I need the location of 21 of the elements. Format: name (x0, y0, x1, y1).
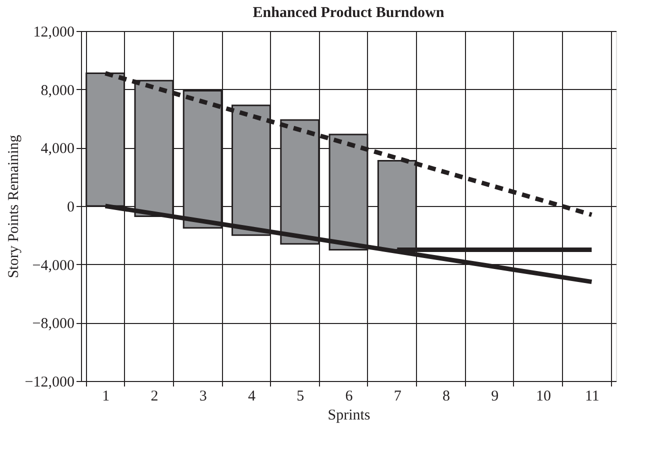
x-tick-label: 6 (345, 388, 354, 404)
x-tick-label: 8 (442, 388, 450, 404)
y-tick-label: −4,000 (32, 258, 74, 274)
chart-title: Enhanced Product Burndown (252, 5, 445, 21)
x-tick-label: 3 (199, 388, 207, 404)
x-tick-label: 1 (102, 388, 110, 404)
x-tick-label: 10 (536, 388, 552, 404)
y-tick-label: 12,000 (33, 24, 74, 40)
x-tick-label: 9 (491, 388, 499, 404)
x-axis-title: Sprints (328, 408, 370, 424)
y-tick-label: 8,000 (40, 82, 74, 99)
x-tick-label: 11 (584, 388, 600, 404)
y-axis-title: Story Points Remaining (6, 134, 22, 278)
y-tick-label: −8,000 (32, 316, 74, 332)
x-tick-label: 5 (296, 388, 304, 404)
x-tick-label: 2 (150, 388, 158, 404)
y-tick-label: −12,000 (24, 374, 74, 390)
x-tick-label: 7 (394, 388, 402, 404)
y-tick-label: 0 (67, 200, 74, 216)
y-tick-label: 4,000 (40, 141, 74, 158)
x-tick-label: 4 (248, 388, 256, 404)
